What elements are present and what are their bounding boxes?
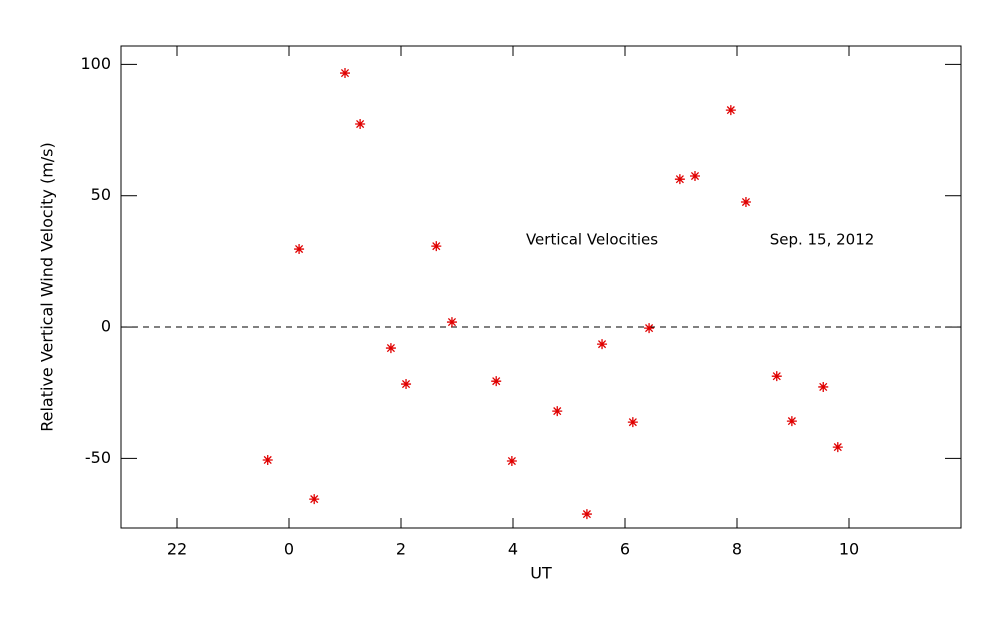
- y-tick-label: 0: [101, 317, 111, 336]
- point: [552, 406, 563, 417]
- point: [262, 454, 273, 465]
- x-tick-label: 2: [396, 540, 406, 559]
- point: [385, 343, 396, 354]
- point: [309, 494, 320, 505]
- point: [597, 339, 608, 350]
- x-tick-label: 0: [284, 540, 294, 559]
- point: [491, 376, 502, 387]
- point: [446, 317, 457, 328]
- x-axis-label: UT: [530, 564, 552, 583]
- x-tick-label: 8: [732, 540, 742, 559]
- point: [294, 244, 305, 255]
- point: [740, 197, 751, 208]
- point: [644, 323, 655, 334]
- y-tick-label: 100: [80, 54, 111, 73]
- y-tick-label: -50: [85, 448, 111, 467]
- point: [771, 371, 782, 382]
- x-tick-label: 4: [508, 540, 518, 559]
- plot-frame: [120, 45, 962, 529]
- annotation: Sep. 15, 2012: [770, 231, 875, 249]
- point: [818, 381, 829, 392]
- point: [832, 442, 843, 453]
- y-tick-label: 50: [91, 185, 111, 204]
- point: [674, 174, 685, 185]
- point: [786, 416, 797, 427]
- x-tick-label: 10: [839, 540, 859, 559]
- y-axis-label: Relative Vertical Wind Velocity (m/s): [38, 142, 57, 432]
- point: [725, 105, 736, 116]
- x-tick-label: 6: [620, 540, 630, 559]
- point: [355, 119, 366, 130]
- point: [506, 456, 517, 467]
- point: [627, 417, 638, 428]
- point: [431, 241, 442, 252]
- point: [340, 68, 350, 79]
- point: [581, 509, 592, 520]
- x-tick-label: 22: [167, 540, 187, 559]
- point: [690, 171, 700, 182]
- annotation: Vertical Velocities: [526, 231, 658, 249]
- point: [401, 379, 412, 390]
